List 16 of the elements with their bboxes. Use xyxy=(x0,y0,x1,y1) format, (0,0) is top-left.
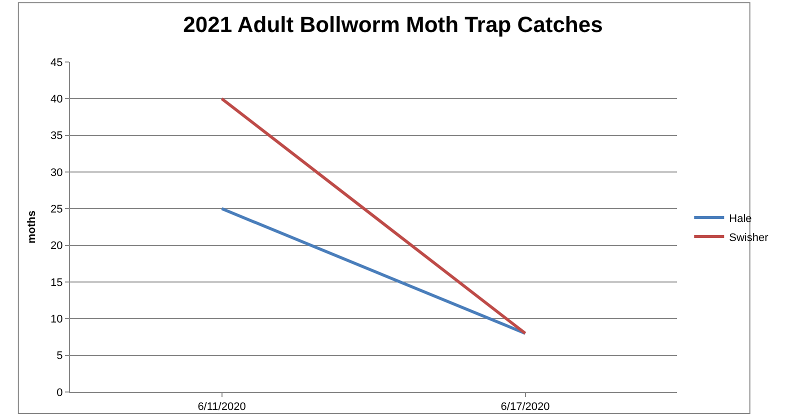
y-tick-label: 35 xyxy=(50,130,63,142)
y-tick-label: 5 xyxy=(56,350,63,362)
y-tick-label: 0 xyxy=(56,386,63,399)
y-tick-label: 10 xyxy=(50,314,63,326)
y-tick-label: 15 xyxy=(50,276,63,289)
x-tick-label: 6/17/2020 xyxy=(500,401,550,414)
x-tick-label: 6/11/2020 xyxy=(198,401,246,414)
y-axis-title: moths xyxy=(26,210,38,244)
y-tick-label: 45 xyxy=(50,56,63,69)
y-tick-label: 30 xyxy=(50,166,63,179)
y-tick-label: 40 xyxy=(50,94,63,106)
y-tick-label: 25 xyxy=(50,204,63,216)
legend-label: Swisher xyxy=(729,232,769,244)
y-tick-label: 20 xyxy=(50,240,63,252)
legend-label: Hale xyxy=(729,212,752,225)
chart-title: 2021 Adult Bollworm Moth Trap Catches xyxy=(183,12,603,38)
